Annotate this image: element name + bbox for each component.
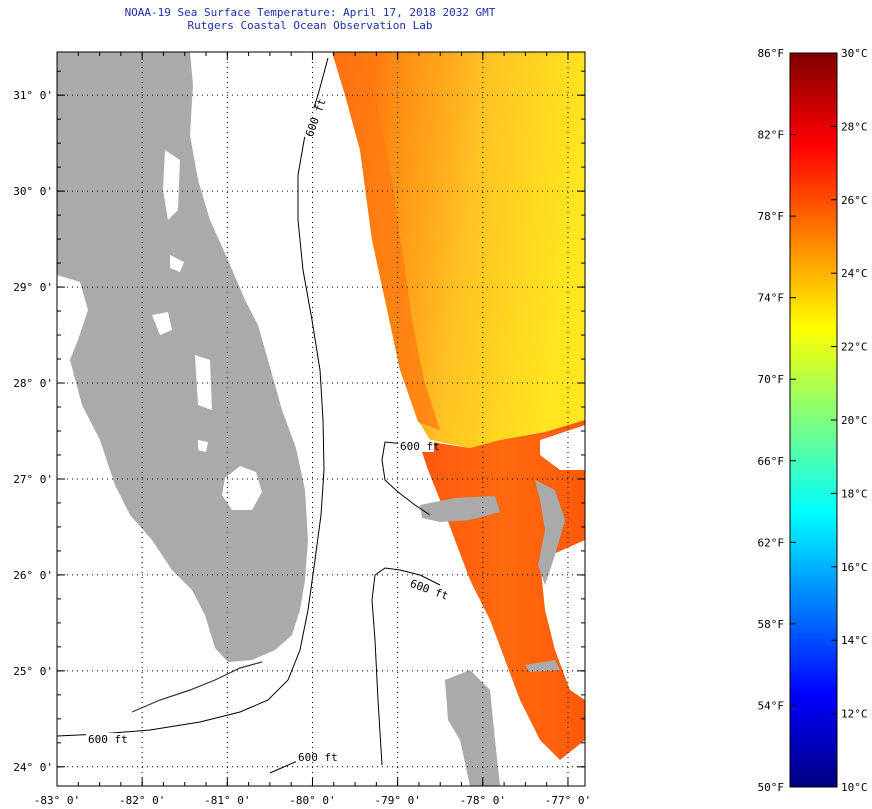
gulf-big-bend [57, 275, 88, 360]
colorbar-label-f: 54°F [758, 699, 785, 712]
cloud-mask-south [540, 540, 585, 700]
colorbar: 86°F 82°F 78°F 74°F 70°F 66°F 62°F 58°F 54°F 50°F… [758, 47, 868, 794]
longitude-label: -79° 0' [374, 794, 420, 807]
lake-okeechobee [222, 466, 262, 510]
contour-label-bg [398, 440, 434, 452]
colorbar-label-c: 14°C [841, 634, 868, 647]
land-florida [57, 52, 308, 662]
colorbar-celsius-labels: 30°C 28°C 26°C 24°C 22°C 20°C 18°C 16°C 14°C 12°C… [841, 47, 868, 794]
longitude-label: -77° 0' [545, 794, 591, 807]
colorbar-label-f: 74°F [758, 292, 785, 305]
cloud-mask-southeast [560, 740, 585, 786]
isobath-bahamas-south [371, 567, 441, 766]
latitude-label: 29° 0' [13, 281, 53, 294]
cloud-mask-east [540, 425, 585, 470]
land-grand-bahama [420, 496, 500, 522]
contour-label-east: 600 ft [303, 97, 329, 139]
contour-label-bg [302, 107, 324, 141]
colorbar-label-f: 58°F [758, 618, 785, 631]
colorbar-label-c: 10°C [841, 781, 868, 794]
colorbar-label-c: 26°C [841, 194, 868, 207]
contour-label-bg [406, 576, 445, 600]
colorbar-label-f: 70°F [758, 373, 785, 386]
colorbar-label-f: 82°F [758, 129, 785, 142]
colorbar-label-f: 86°F [758, 47, 785, 60]
colorbar-label-f: 62°F [758, 536, 785, 549]
colorbar-label-c: 28°C [841, 120, 868, 133]
longitude-label: -82° 0' [119, 794, 165, 807]
colorbar-label-c: 12°C [841, 708, 868, 721]
colorbar-label-f: 50°F [758, 781, 785, 794]
longitude-labels: -83° 0' -82° 0' -81° 0' -80° 0' -79° 0' -78° … [34, 794, 591, 807]
colorbar-label-c: 18°C [841, 487, 868, 500]
latitude-label: 26° 0' [13, 569, 53, 582]
colorbar-label-c: 16°C [841, 561, 868, 574]
contour-label-west: 600 ft [88, 733, 128, 746]
colorbar-label-c: 30°C [841, 47, 868, 60]
map-frame [56, 51, 586, 787]
latitude-labels: 31° 0' 30° 0' 29° 0' 28° 0' 27° 0' 26° 0' 25° … [13, 89, 53, 774]
land-florida-keys [131, 661, 263, 713]
contour-label-bg [86, 733, 124, 745]
colorbar-fahrenheit-labels: 86°F 82°F 78°F 74°F 70°F 66°F 62°F 58°F 54°F 50°F [758, 47, 785, 794]
longitude-label: -80° 0' [289, 794, 335, 807]
longitude-label: -83° 0' [34, 794, 80, 807]
contour-label-bg [296, 751, 334, 763]
axis-ticks [56, 52, 585, 786]
colorbar-ticks [790, 52, 837, 788]
latitude-label: 24° 0' [13, 761, 53, 774]
sst-map: 600 ft 600 ft 600 ft 600 ft 600 ft 31° 0… [13, 51, 591, 807]
map-subtitle: Rutgers Coastal Ocean Observation Lab [187, 19, 433, 32]
colorbar-scale [789, 52, 838, 788]
latitude-label: 28° 0' [13, 377, 53, 390]
colorbar-label-c: 20°C [841, 414, 868, 427]
sst-swath-north [332, 52, 585, 448]
longitude-label: -78° 0' [460, 794, 506, 807]
sst-swath-warm-band [332, 52, 440, 430]
land-andros [445, 670, 500, 786]
graticule [56, 52, 585, 786]
longitude-label: -81° 0' [204, 794, 250, 807]
contour-label-south: 600 ft [298, 751, 338, 764]
latitude-label: 31° 0' [13, 89, 53, 102]
colorbar-label-c: 24°C [841, 267, 868, 280]
map-title: NOAA-19 Sea Surface Temperature: April 1… [124, 6, 496, 19]
latitude-label: 25° 0' [13, 665, 53, 678]
contour-label-bahamas-north: 600 ft [400, 440, 440, 453]
land-abaco [535, 480, 565, 585]
isobath-east-florida [57, 57, 329, 737]
inland-lakes [152, 150, 212, 452]
latitude-label: 27° 0' [13, 473, 53, 486]
colorbar-label-f: 78°F [758, 210, 785, 223]
land-bahama-bank-islands [525, 660, 560, 672]
colorbar-label-f: 66°F [758, 455, 785, 468]
colorbar-label-c: 22°C [841, 341, 868, 354]
latitude-label: 30° 0' [13, 185, 53, 198]
contour-label-bahamas-south: 600 ft [408, 577, 450, 603]
